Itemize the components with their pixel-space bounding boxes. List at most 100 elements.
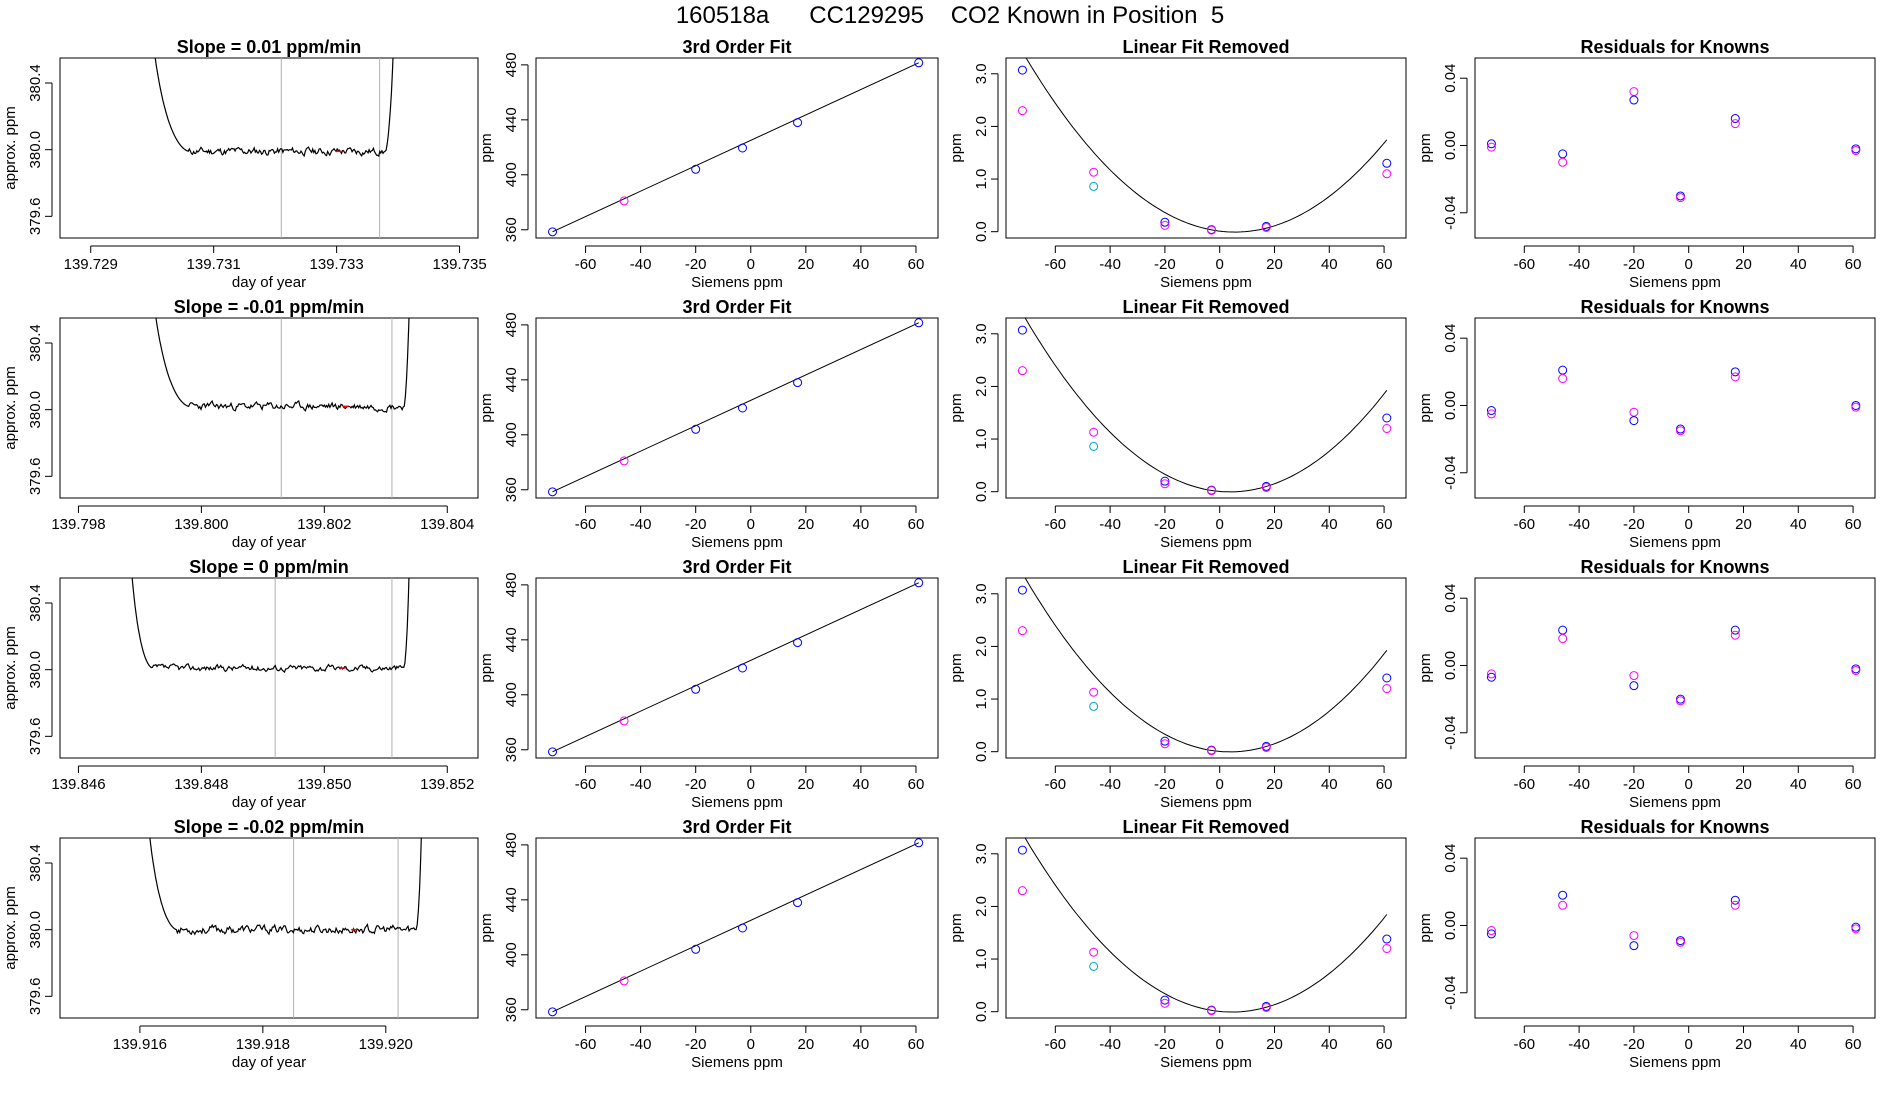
y-tick-label: 0.0	[973, 1001, 990, 1022]
y-axis-label: ppm	[948, 393, 965, 422]
plot-title: Residuals for Knowns	[1580, 817, 1769, 837]
data-point-fit	[1160, 998, 1170, 1008]
data-point-fit	[1261, 742, 1271, 752]
x-tick-label: 60	[1845, 776, 1862, 793]
panel-fit-row1: 3rd Order Fit -60 -40 -20 0 20 40 60 Siemens ppm…	[478, 37, 939, 291]
ppm-trace-line	[149, 838, 422, 936]
x-tick-label: 40	[853, 516, 870, 533]
plot-area	[155, 318, 410, 498]
data-point-known	[1486, 406, 1496, 416]
data-point-fit	[1851, 402, 1861, 412]
x-tick-label: 60	[1845, 1036, 1862, 1053]
y-tick-label: 400	[503, 422, 520, 447]
plot-title: Residuals for Knowns	[1580, 557, 1769, 577]
data-point-skipped	[1089, 961, 1099, 971]
panel-fit-row2: 3rd Order Fit -60 -40 -20 0 20 40 60 Siemens ppm…	[478, 297, 939, 551]
data-point-fit	[1017, 366, 1027, 376]
x-axis-label: day of year	[232, 1054, 306, 1071]
data-point-known	[1629, 416, 1639, 426]
data-point-known	[1629, 681, 1639, 691]
x-tick-label: 20	[1266, 256, 1283, 273]
data-point-fit	[1851, 924, 1861, 934]
x-tick-label: -60	[1513, 516, 1535, 533]
y-tick-label: 480	[503, 572, 520, 597]
x-tick-label: 40	[1790, 1036, 1807, 1053]
fit-curve	[1024, 318, 1388, 493]
data-point-fit	[1261, 1002, 1271, 1012]
data-point-fit	[619, 456, 629, 466]
ppm-trace-line	[154, 58, 394, 158]
x-tick-label: 60	[908, 256, 925, 273]
plot-area	[1024, 838, 1388, 1013]
x-tick-label: -20	[1623, 516, 1645, 533]
y-tick-label: 379.6	[27, 198, 44, 236]
plot-title: 3rd Order Fit	[682, 817, 791, 837]
data-point-known	[1558, 365, 1568, 375]
x-tick-label: -60	[1044, 1036, 1066, 1053]
data-point-fit	[1629, 87, 1639, 97]
fit-line	[552, 842, 919, 1013]
plot-frame	[59, 577, 479, 759]
x-axis-label: Siemens ppm	[1629, 1054, 1721, 1071]
fit-curve	[1025, 58, 1388, 233]
x-tick-label: -20	[1623, 1036, 1645, 1053]
x-tick-label: 60	[908, 1036, 925, 1053]
data-point-known	[1486, 672, 1496, 682]
data-point-fit	[1629, 407, 1639, 417]
y-tick-label: 1.0	[973, 689, 990, 710]
y-tick-label: 400	[503, 942, 520, 967]
data-point-known	[1160, 736, 1170, 746]
panel-residuals-row2: Residuals for Knowns -60 -40 -20 0 20 40 60 Siem…	[1417, 297, 1876, 551]
data-point-known	[691, 164, 701, 174]
data-point-known	[1558, 149, 1568, 159]
y-tick-label: 3.0	[973, 63, 990, 84]
data-point-fit	[1382, 424, 1392, 434]
x-axis-label: Siemens ppm	[691, 1054, 783, 1071]
panel-trace-row1: Slope = 0.01 ppm/min 139.729 139.731 139.73…	[2, 37, 487, 291]
data-point-known	[1730, 895, 1740, 905]
x-tick-label: 0	[747, 256, 755, 273]
y-tick-label: 0.00	[1442, 651, 1459, 680]
x-tick-label: 40	[1321, 1036, 1338, 1053]
y-axis-label: approx. ppm	[2, 106, 19, 189]
y-axis-label: ppm	[478, 393, 495, 422]
x-tick-label: 139.802	[297, 516, 351, 533]
data-point-known	[1629, 95, 1639, 105]
data-point-known	[1382, 158, 1392, 168]
y-tick-label: 3.0	[973, 583, 990, 604]
y-tick-label: 380.0	[27, 391, 44, 429]
x-tick-label: -40	[1568, 776, 1590, 793]
data-point-known	[793, 638, 803, 648]
x-axis-label: Siemens ppm	[1629, 274, 1721, 291]
x-tick-label: 20	[797, 776, 814, 793]
panel-trace-row3: Slope = 0 ppm/min 139.846 139.848 139.850 13…	[2, 557, 479, 811]
x-tick-label: -20	[1623, 776, 1645, 793]
plot-title: Linear Fit Removed	[1122, 817, 1289, 837]
data-point-fit	[1675, 696, 1685, 706]
x-tick-label: 60	[908, 516, 925, 533]
x-tick-label: -20	[685, 1036, 707, 1053]
x-tick-label: 20	[1266, 776, 1283, 793]
panel-linear_removed-row1: Linear Fit Removed -60 -40 -20 0 20 40 60 Siemen…	[948, 37, 1407, 291]
x-tick-label: 0	[747, 776, 755, 793]
data-point-fit	[1089, 687, 1099, 697]
x-tick-label: 0	[747, 516, 755, 533]
y-tick-label: -0.04	[1442, 196, 1459, 230]
x-tick-label: -20	[1623, 256, 1645, 273]
panel-linear_removed-row4: Linear Fit Removed -60 -40 -20 0 20 40 60 Siemen…	[948, 817, 1407, 1071]
x-tick-label: -60	[575, 256, 597, 273]
x-tick-label: 40	[853, 1036, 870, 1053]
x-tick-label: 20	[797, 256, 814, 273]
data-point-known	[793, 898, 803, 908]
plot-frame	[535, 317, 939, 499]
data-point-known	[548, 747, 558, 757]
data-point-fit	[1486, 142, 1496, 152]
x-tick-label: 0	[1685, 256, 1693, 273]
data-point-fit	[1486, 409, 1496, 419]
plot-area	[552, 582, 919, 753]
plot-title: Slope = -0.01 ppm/min	[174, 297, 365, 317]
data-point-known	[793, 118, 803, 128]
fit-line	[552, 62, 919, 233]
x-tick-label: -40	[1099, 1036, 1121, 1053]
plot-area	[1024, 578, 1388, 753]
